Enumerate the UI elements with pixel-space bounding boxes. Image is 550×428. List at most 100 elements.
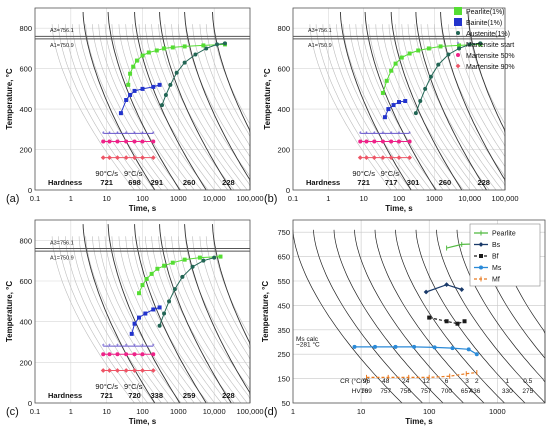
cooling-curve <box>349 24 432 191</box>
cooling-curve <box>185 236 251 403</box>
legend-d-marker <box>478 242 484 247</box>
legend-entry: Martensite start <box>466 42 514 49</box>
legend-entry: Martensite 90% <box>466 64 515 71</box>
cooling-curve <box>468 24 506 190</box>
hardness-label: Hardness <box>306 178 340 187</box>
data-point <box>128 92 133 97</box>
data-point <box>182 60 187 65</box>
cooling-curve <box>436 229 546 404</box>
series-martensite-start: * * * * * * * <box>102 131 155 138</box>
data-point <box>372 139 377 144</box>
cooling-curve <box>65 236 148 404</box>
x-tick-label: 1 <box>291 407 295 416</box>
data-point <box>478 41 483 46</box>
data-point <box>150 155 156 161</box>
data-point <box>132 88 137 93</box>
y-tick-label: 0 <box>28 186 32 195</box>
series-line <box>366 371 477 378</box>
data-point <box>107 352 112 357</box>
data-point: * <box>359 131 362 138</box>
data-point <box>201 258 206 263</box>
data-point <box>167 299 172 304</box>
cooling-curve <box>132 24 215 191</box>
x-tick-label: 100 <box>393 194 406 203</box>
legend-marker <box>456 53 460 57</box>
cooling-curve <box>382 24 464 191</box>
cooling-curve <box>78 236 162 404</box>
data-point <box>115 139 120 144</box>
x-tick-label: 10,000 <box>203 407 226 416</box>
data-point <box>201 43 206 48</box>
data-point <box>371 155 377 161</box>
data-point <box>140 139 145 144</box>
data-point <box>352 344 357 349</box>
plot-frame <box>34 219 251 404</box>
data-point <box>140 155 145 161</box>
cooling-curve <box>125 24 209 191</box>
cooling-curve-highlight <box>159 224 232 404</box>
series-pearlite-1- <box>137 254 223 296</box>
data-point <box>143 311 148 316</box>
y-tick-label: 600 <box>19 277 32 286</box>
cr-value: 2 <box>475 378 479 385</box>
data-point <box>403 99 408 104</box>
data-point: * <box>373 131 376 138</box>
y-tick-label: 350 <box>277 326 290 335</box>
hardness-value: 228 <box>222 391 235 400</box>
data-point <box>384 78 389 83</box>
y-tick-label: 750 <box>277 228 290 237</box>
x-tick-label: 100 <box>136 407 149 416</box>
x-tick-label: 100,000 <box>236 194 263 203</box>
cooling-curve <box>315 24 398 191</box>
data-point <box>397 100 401 105</box>
cooling-curve <box>58 24 142 191</box>
data-point <box>124 98 129 103</box>
y-axis-label: Temperature, °C <box>5 281 14 343</box>
data-point <box>446 52 451 57</box>
data-point <box>157 305 162 310</box>
series-martensite-start: * * * * * * * <box>102 344 155 351</box>
data-point <box>182 257 187 262</box>
hardness-value: 259 <box>183 391 196 400</box>
cooling-curve <box>329 24 412 191</box>
legend-swatch <box>454 18 462 26</box>
data-point: * <box>133 344 136 351</box>
data-point: * <box>116 131 119 138</box>
ms-calc-label: Ms calc <box>296 336 319 343</box>
data-point <box>418 99 423 104</box>
data-point <box>115 352 120 357</box>
data-point <box>467 42 472 47</box>
data-point <box>466 347 471 352</box>
legend-d-entry: Mf <box>492 277 500 284</box>
x-tick-label: 10 <box>102 194 110 203</box>
cooling-curve <box>213 236 251 403</box>
data-point <box>436 62 441 67</box>
cooling-curve <box>368 24 451 191</box>
cooling-curve <box>104 236 188 404</box>
cooling-curve <box>354 229 464 404</box>
cooling-curve <box>72 24 155 191</box>
data-point <box>426 46 431 51</box>
x-tick-label: 1 <box>326 194 330 203</box>
x-tick-label: 100 <box>423 407 436 416</box>
y-tick-label: 200 <box>19 358 32 367</box>
series-austenite-1- <box>157 255 217 328</box>
data-point: * <box>102 344 105 351</box>
cooling-curve <box>132 236 215 404</box>
cooling-rate-label: 9°C/s <box>124 382 143 391</box>
cooling-curve-highlight <box>107 224 181 404</box>
hv-value: 757 <box>421 388 432 395</box>
hardness-value: 721 <box>100 178 113 187</box>
x-tick-label: 100,000 <box>491 194 518 203</box>
data-point <box>399 55 404 60</box>
data-point <box>397 139 401 144</box>
y-tick-label: 50 <box>282 399 290 408</box>
y-tick-label: 200 <box>19 146 32 155</box>
cooling-curve <box>415 229 526 404</box>
y-axis-label: Temperature, °C <box>5 68 14 130</box>
cooling-curve <box>355 24 438 191</box>
data-point <box>124 352 129 357</box>
data-point <box>174 70 179 75</box>
